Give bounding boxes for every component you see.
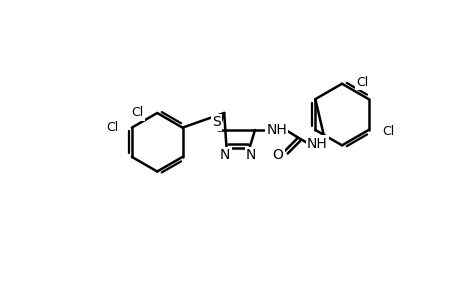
- Text: Cl: Cl: [131, 106, 143, 119]
- Text: Cl: Cl: [382, 125, 394, 138]
- Text: Cl: Cl: [106, 121, 118, 134]
- Text: NH: NH: [306, 137, 327, 151]
- Text: N: N: [246, 148, 256, 162]
- Text: Cl: Cl: [355, 76, 367, 89]
- Text: N: N: [219, 148, 230, 162]
- Text: O: O: [272, 148, 283, 162]
- Text: NH: NH: [266, 123, 286, 137]
- Text: S: S: [212, 115, 220, 129]
